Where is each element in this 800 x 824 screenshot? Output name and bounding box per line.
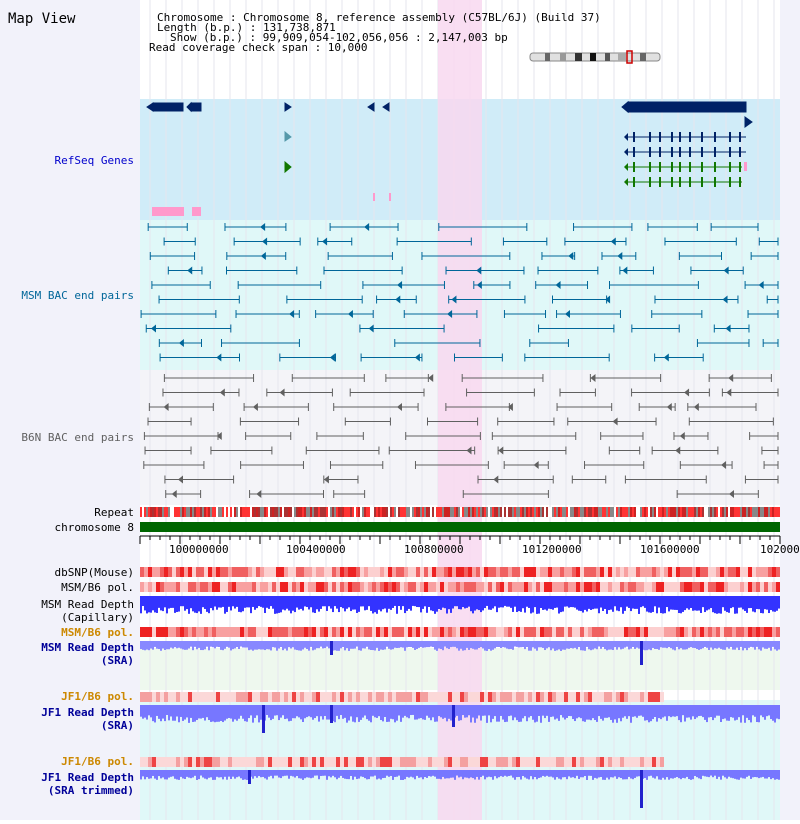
- gene-model[interactable]: [627, 101, 747, 113]
- gene-model[interactable]: [190, 102, 202, 112]
- page-title: Map View: [8, 11, 76, 27]
- track-label-msm-bac[interactable]: MSM BAC end pairs: [21, 289, 134, 302]
- chromosome-bar: [140, 522, 780, 532]
- depth-spike: [640, 770, 643, 808]
- track-label-msm-depth-sra-sub: (SRA): [101, 654, 134, 667]
- grid-lines: [149, 0, 775, 820]
- depth-spike: [248, 770, 251, 784]
- depth-spike: [452, 705, 455, 727]
- info-length: Length (b.p.) : 131,738,871: [157, 21, 336, 34]
- info-block: Chromosome : Chromosome 8, reference ass…: [149, 11, 601, 54]
- track-label-dbsnp: dbSNP(Mouse): [55, 566, 134, 579]
- gene-model[interactable]: [382, 102, 390, 112]
- track-label-msm-b6-pol-2: MSM/B6 pol.: [61, 626, 134, 639]
- gene-model[interactable]: [744, 116, 753, 128]
- depth-spike: [330, 641, 333, 655]
- refseq-transcripts[interactable]: [624, 132, 746, 187]
- gene-model[interactable]: [367, 102, 375, 112]
- axis-tick-label: 102000000: [760, 543, 800, 556]
- track-label-refseq[interactable]: RefSeq Genes: [55, 154, 134, 167]
- position-axis: 100000000 100400000 100800000 101200000 …: [139, 535, 800, 556]
- info-coverage-span: Read coverage check span : 10,000: [149, 41, 368, 54]
- read-depth-tracks: [140, 596, 780, 808]
- axis-tick-label: 101200000: [522, 543, 582, 556]
- track-label-jf1-b6-pol: JF1/B6 pol.: [61, 690, 134, 703]
- axis-tick-label: 100400000: [286, 543, 346, 556]
- ideogram-position-marker: [626, 50, 633, 64]
- track-label-jf1-depth-trim-sub: (SRA trimmed): [48, 784, 134, 797]
- msm-bac-pairs[interactable]: [140, 223, 779, 362]
- track-label-jf1-b6-pol-2: JF1/B6 pol.: [61, 755, 134, 768]
- track-label-jf1-depth-sra-sub: (SRA): [101, 719, 134, 732]
- chromosome-ideogram[interactable]: [529, 50, 661, 64]
- repeat-track: [140, 507, 780, 517]
- depth-spike: [640, 641, 643, 665]
- axis-tick-label: 100800000: [404, 543, 464, 556]
- depth-spike: [330, 705, 333, 723]
- track-label-b6n-bac[interactable]: B6N BAC end pairs: [21, 431, 134, 444]
- track-label-msm-depth-sra: MSM Read Depth: [41, 641, 134, 654]
- track-label-msm-b6-pol: MSM/B6 pol.: [61, 581, 134, 594]
- track-label-jf1-depth-trim: JF1 Read Depth: [41, 771, 134, 784]
- highlight-region[interactable]: [438, 0, 482, 820]
- info-show: Show (b.p.) : 99,909,054-102,056,056 : 2…: [170, 31, 508, 44]
- refseq-gene-track[interactable]: [146, 100, 753, 216]
- track-label-msm-depth-cap-sub: (Capillary): [61, 611, 134, 624]
- axis-tick-label: 101600000: [640, 543, 700, 556]
- track-label-jf1-depth-sra: JF1 Read Depth: [41, 706, 134, 719]
- track-label-repeat: Repeat: [94, 506, 134, 519]
- axis-tick-label: 100000000: [169, 543, 229, 556]
- depth-spike: [262, 705, 265, 733]
- gene-model[interactable]: [152, 102, 184, 112]
- b6n-bac-pairs[interactable]: [143, 374, 779, 498]
- track-label-msm-depth-cap: MSM Read Depth: [41, 598, 134, 611]
- track-label-chromosome: chromosome 8: [55, 521, 134, 534]
- polymorphism-tracks: [140, 567, 780, 767]
- info-chromosome: Chromosome : Chromosome 8, reference ass…: [157, 11, 601, 24]
- gene-model[interactable]: [284, 102, 292, 112]
